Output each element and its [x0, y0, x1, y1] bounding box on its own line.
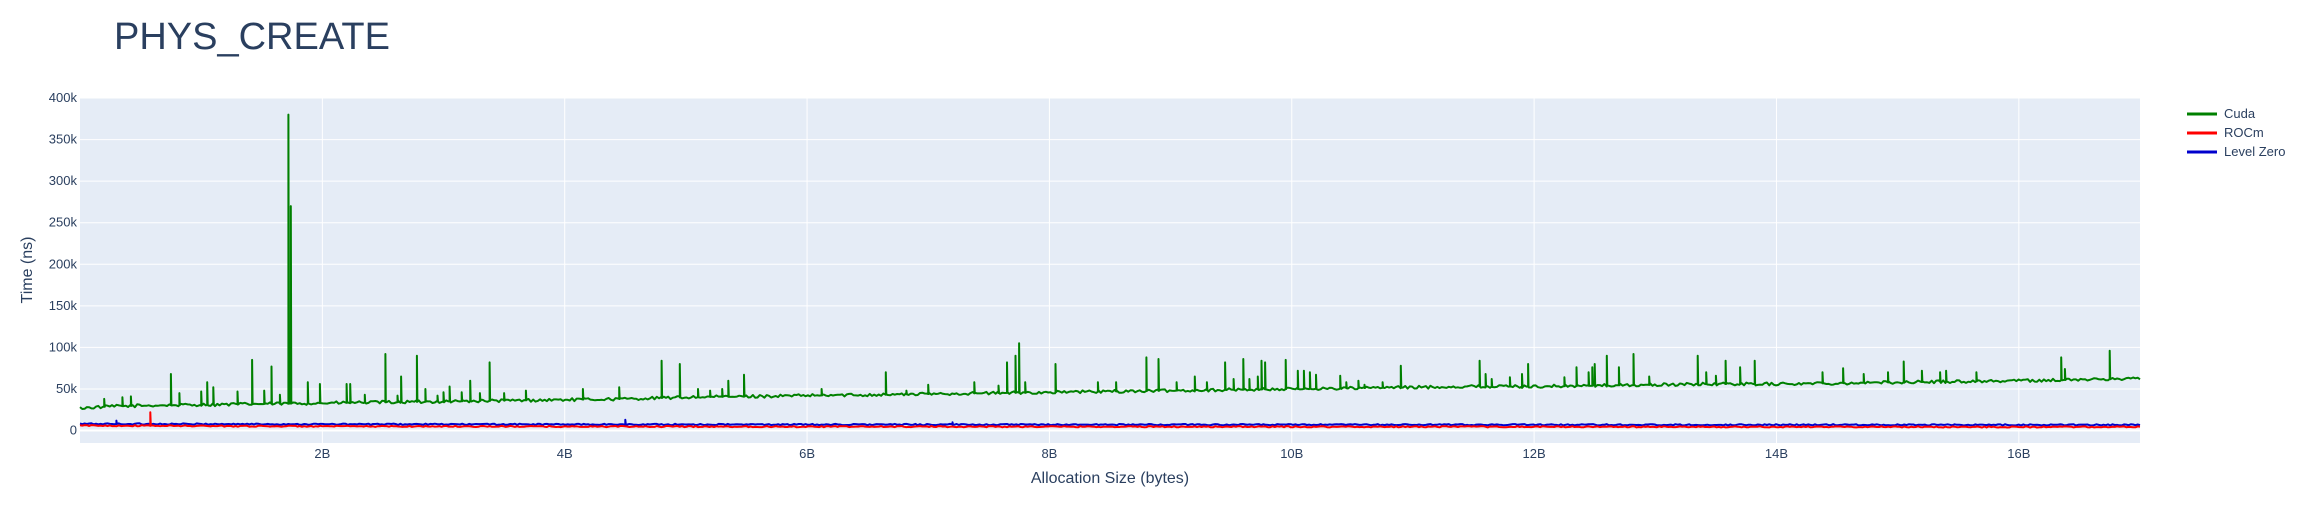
- series-line-rocm: [79, 411, 2141, 429]
- legend-label-rocm: ROCm: [2224, 125, 2264, 140]
- plot-area: [80, 98, 2140, 443]
- x-axis-title: Allocation Size (bytes): [1031, 470, 1189, 487]
- y-axis-title: Time (ns): [19, 237, 36, 304]
- data-series: [79, 113, 2141, 429]
- y-tick-label: 0: [70, 423, 77, 438]
- y-tick-label: 300k: [49, 173, 78, 188]
- x-tick-label: 6B: [799, 446, 815, 461]
- x-tick-label: 2B: [314, 446, 330, 461]
- x-axis-ticks: 2B 4B 6B 8B 10B 12B 14B 16B: [314, 446, 2030, 461]
- gridlines: [80, 97, 2140, 443]
- x-tick-label: 8B: [1041, 446, 1057, 461]
- legend-label-cuda: Cuda: [2224, 106, 2256, 121]
- y-tick-label: 400k: [49, 90, 78, 105]
- series-line-level-zero: [79, 418, 2141, 427]
- legend-label-level-zero: Level Zero: [2224, 144, 2285, 159]
- y-tick-label: 200k: [49, 256, 78, 271]
- y-axis-ticks: 0 50k 100k 150k 200k 250k 300k 350k 400k: [49, 90, 78, 438]
- legend-item-rocm[interactable]: ROCm: [2187, 125, 2264, 140]
- x-tick-label: 16B: [2007, 446, 2030, 461]
- y-tick-label: 150k: [49, 298, 78, 313]
- legend[interactable]: Cuda ROCm Level Zero: [2187, 106, 2285, 159]
- y-tick-label: 250k: [49, 215, 78, 230]
- series-line-cuda: [79, 113, 2141, 410]
- x-tick-label: 14B: [1765, 446, 1788, 461]
- y-tick-label: 350k: [49, 132, 78, 147]
- x-tick-label: 12B: [1523, 446, 1546, 461]
- y-tick-label: 100k: [49, 339, 78, 354]
- y-tick-label: 50k: [56, 381, 77, 396]
- chart-title: PHYS_CREATE: [114, 16, 390, 58]
- x-tick-label: 10B: [1280, 446, 1303, 461]
- legend-item-level-zero[interactable]: Level Zero: [2187, 144, 2285, 159]
- x-tick-label: 4B: [557, 446, 573, 461]
- legend-item-cuda[interactable]: Cuda: [2187, 106, 2256, 121]
